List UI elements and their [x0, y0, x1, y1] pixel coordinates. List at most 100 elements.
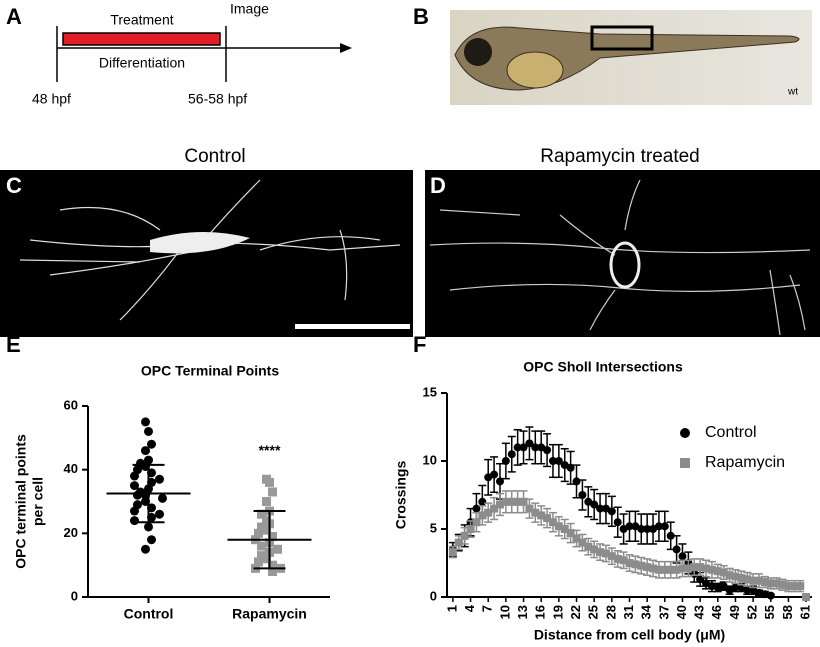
y-tick-label: 15 [423, 384, 437, 399]
data-point [525, 439, 534, 448]
panel-letter: A [6, 4, 22, 29]
data-point [607, 507, 616, 516]
data-point [566, 529, 575, 538]
data-point [596, 548, 605, 557]
data-point [743, 575, 752, 584]
y-axis-label: per cell [30, 477, 46, 526]
x-tick-label: 25 [586, 605, 601, 619]
data-point [766, 591, 775, 600]
data-point [802, 593, 811, 601]
data-point [766, 579, 775, 588]
data-point [155, 509, 164, 519]
x-tick-label: 28 [603, 605, 618, 619]
panel-letter: E [6, 332, 21, 357]
data-point [257, 509, 266, 519]
panel-a: A Treatment Image Differentiation 48 hpf… [6, 1, 352, 107]
data-point [678, 564, 687, 573]
data-point [268, 567, 277, 577]
data-point [613, 554, 622, 563]
chart-title: OPC Sholl Intersections [523, 359, 683, 375]
data-point [731, 572, 740, 581]
data-point [531, 443, 540, 452]
x-tick-label: 58 [780, 605, 795, 619]
fish-yolk [506, 51, 564, 89]
end-label: 56-58 hpf [188, 91, 247, 107]
data-point [654, 522, 663, 531]
x-tick-label: 22 [568, 605, 583, 619]
x-tick-label: Rapamycin [232, 606, 307, 622]
legend-marker [680, 428, 690, 438]
data-point [519, 497, 528, 506]
data-point [725, 571, 734, 580]
y-axis-label: OPC terminal points [13, 434, 29, 569]
data-point [155, 474, 164, 484]
data-point [560, 525, 569, 533]
data-point [660, 522, 669, 531]
x-tick-label: 34 [639, 604, 654, 619]
data-point [490, 470, 499, 479]
start-label: 48 hpf [32, 91, 71, 107]
data-point [690, 563, 699, 572]
region-box [590, 25, 654, 51]
data-point [590, 545, 599, 554]
data-point [257, 522, 266, 532]
span-label: Differentiation [99, 55, 185, 71]
legend-marker [680, 458, 690, 468]
data-point [584, 542, 593, 551]
data-point [649, 564, 658, 573]
data-point [484, 508, 493, 517]
y-tick-label: 5 [430, 520, 437, 535]
bar-label: Treatment [110, 12, 173, 28]
data-point [257, 551, 266, 561]
data-point [554, 522, 563, 531]
cell-body [150, 231, 250, 254]
x-tick-label: 7 [480, 605, 495, 612]
scale-bar [295, 324, 410, 329]
micrograph [425, 170, 820, 337]
data-point [666, 531, 675, 540]
data-point [507, 497, 516, 506]
data-point [543, 514, 552, 523]
arrow-head [340, 43, 352, 53]
data-point [543, 446, 552, 455]
data-point [254, 528, 263, 538]
data-point [601, 549, 610, 558]
data-point [141, 544, 150, 554]
data-point [749, 576, 758, 585]
strain-label: wt [787, 87, 798, 98]
panel-d: Rapamycin treated D [425, 146, 820, 337]
data-point [513, 497, 522, 506]
data-point [478, 511, 487, 520]
panel-letter: B [413, 4, 429, 29]
micrograph [0, 170, 413, 337]
data-point [130, 506, 139, 516]
y-tick-label: 0 [71, 588, 78, 603]
data-point [273, 544, 282, 554]
data-point [719, 582, 728, 591]
x-tick-label: 31 [621, 605, 636, 619]
data-point [158, 493, 167, 503]
data-point [454, 538, 463, 547]
panel-c: Control C [0, 146, 413, 337]
x-tick-label: 40 [674, 605, 689, 619]
y-tick-label: 20 [64, 525, 78, 540]
data-point [572, 477, 581, 486]
x-tick-label: 52 [745, 605, 760, 619]
data-point [796, 582, 805, 591]
chart-title: OPC Terminal Points [141, 363, 279, 379]
panel-title: Control [184, 146, 245, 167]
data-point [643, 563, 652, 572]
data-point [525, 504, 534, 513]
data-point [130, 471, 139, 481]
data-point [672, 565, 681, 574]
data-point [466, 525, 475, 533]
data-point [625, 522, 634, 531]
data-point [472, 518, 481, 527]
x-tick-label: 49 [727, 605, 742, 619]
x-tick-label: 55 [762, 605, 777, 619]
data-point [537, 511, 546, 520]
data-point [501, 457, 510, 465]
legend-label: Rapamycin [705, 454, 785, 471]
panel-letter: D [430, 173, 446, 198]
